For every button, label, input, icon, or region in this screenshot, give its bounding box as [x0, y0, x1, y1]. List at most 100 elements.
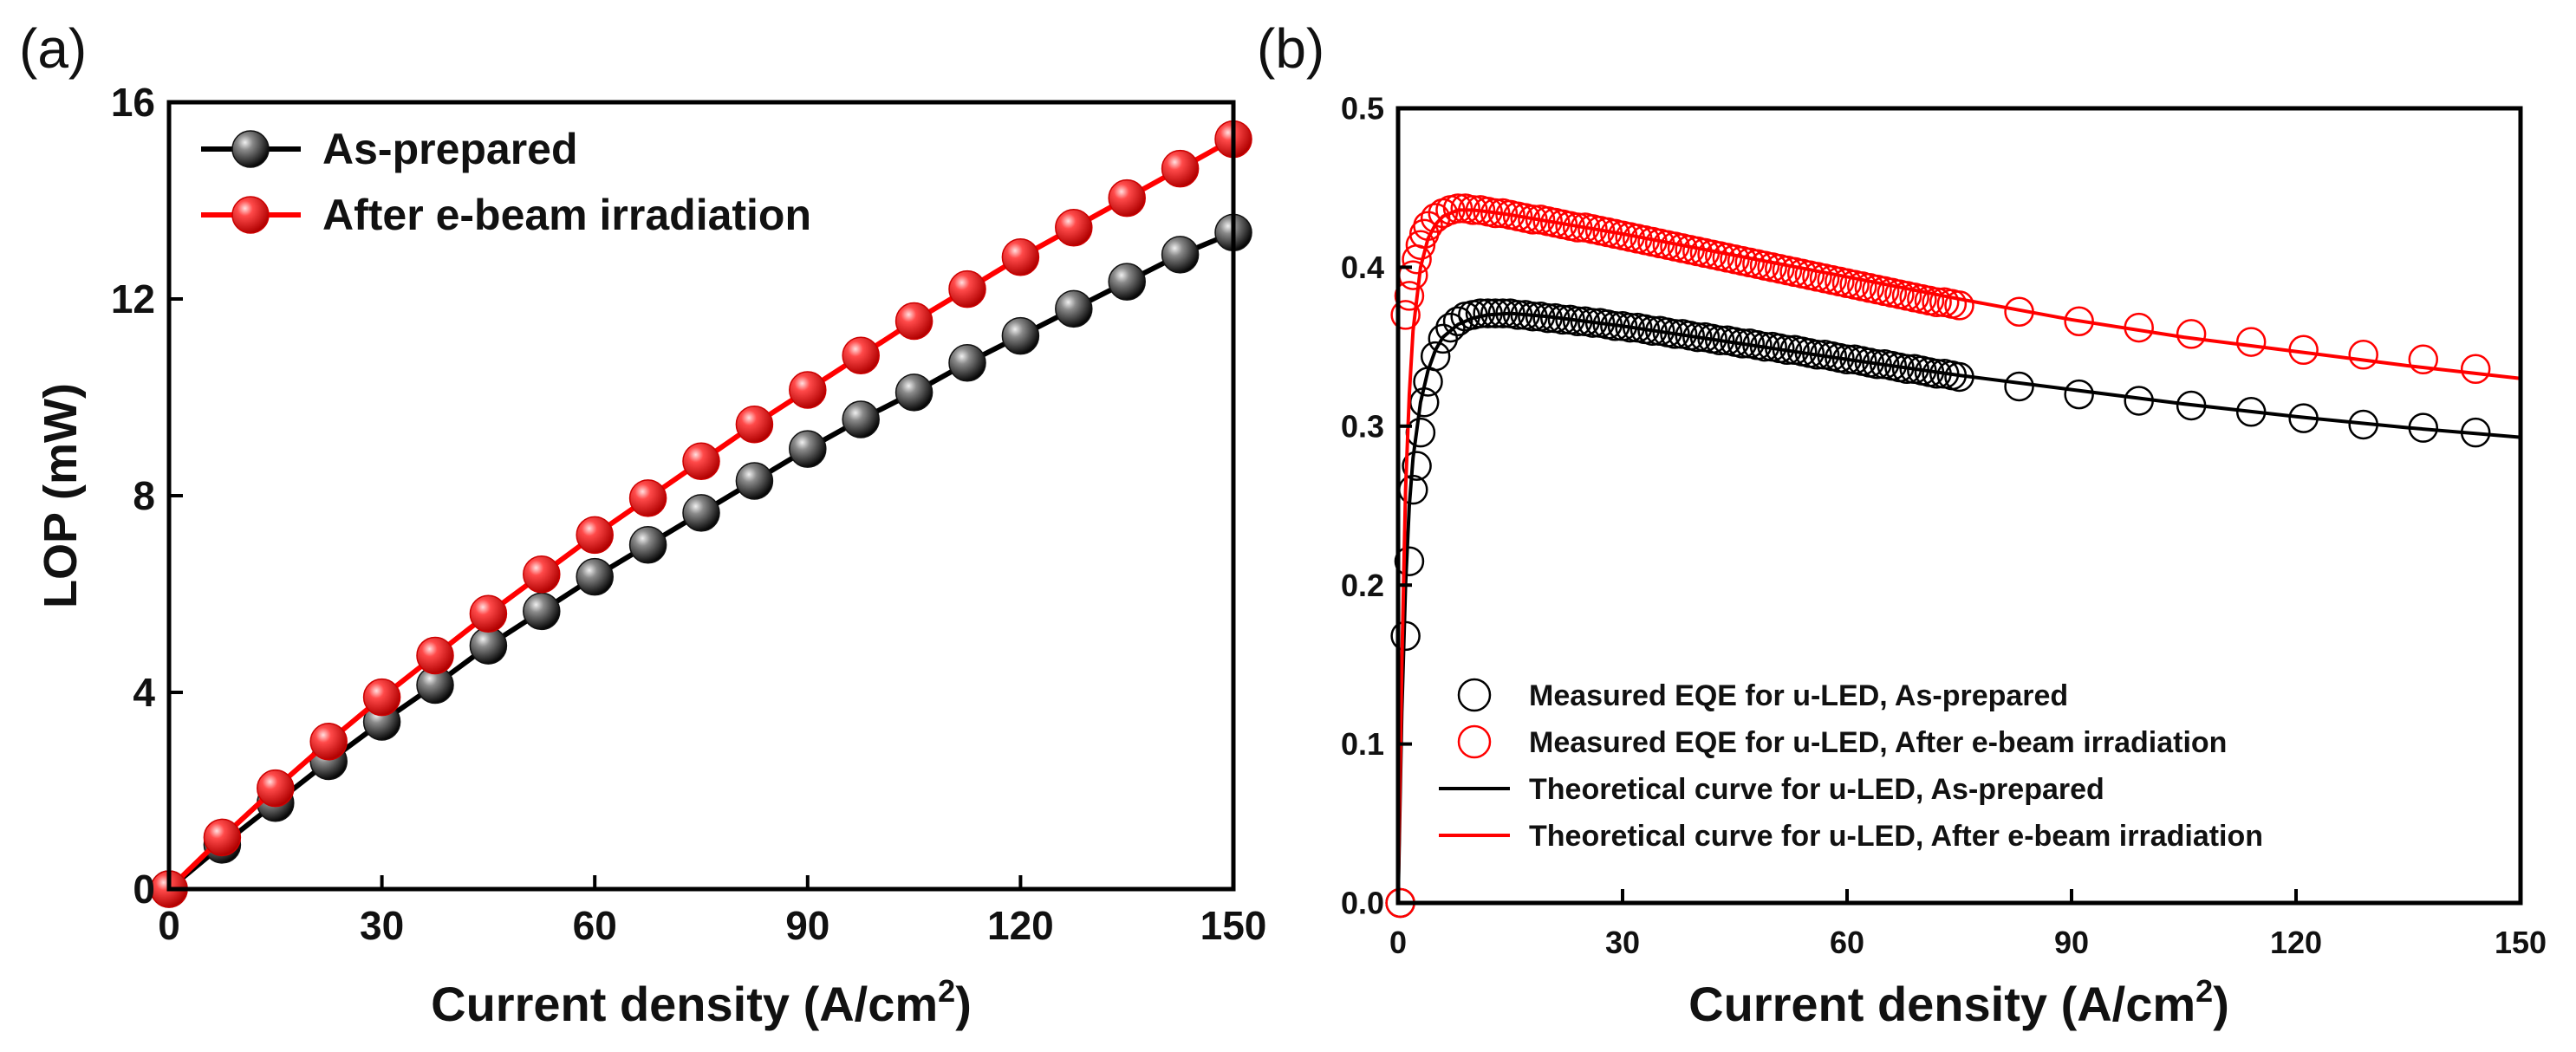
panel-b-plot-frame	[1395, 106, 2523, 906]
panel-b-legend: Measured EQE for u-LED, As-prepared Measu…	[1439, 678, 2263, 853]
panel-a-data-point	[842, 336, 880, 375]
panel-a-legend-marker	[231, 196, 270, 234]
panel-b-legend-label: Measured EQE for u-LED, After e-beam irr…	[1529, 726, 2227, 759]
panel-a-x-axis-title-close: )	[955, 977, 972, 1031]
panel-b-data-point	[1394, 546, 1425, 576]
panel-b-y-tick-label: 0.3	[1341, 408, 1384, 444]
panel-b-data-point	[1402, 451, 1432, 481]
panel-b-data-point	[2064, 379, 2094, 410]
panel-a-data-point	[1001, 238, 1040, 276]
panel-b-data-point	[1660, 319, 1690, 349]
panel-b-series-2	[1396, 311, 2521, 904]
panel-b-y-tick-label: 0.0	[1341, 886, 1384, 921]
panel-b-legend-label: Theoretical curve for u-LED, After e-bea…	[1529, 820, 2263, 853]
panel-a-data-point	[1108, 263, 1146, 301]
panel-b-x-tick-label: 150	[2495, 925, 2547, 960]
panel-a-x-axis-title-base: Current density (A/cm	[431, 977, 938, 1031]
panel-a-data-point	[628, 526, 667, 564]
panel-a-data-point	[1161, 236, 1200, 274]
panel-a-x-tick-label: 90	[785, 903, 829, 948]
panel-a-data-point	[735, 405, 774, 444]
panel-b-data-point	[2460, 354, 2491, 385]
panel-a-legend: As-prepared After e-beam irradiation	[201, 125, 811, 239]
panel-b-theoretical-line	[1396, 208, 2521, 904]
panel-a-data-point	[576, 516, 614, 555]
panel-a-data-point	[469, 594, 508, 633]
panel-a-data-point	[309, 723, 348, 761]
panel-a-data-point	[682, 494, 720, 532]
panel-a-ticks: 0 30 60 90 120 150 0 4 8 12 16	[111, 80, 1267, 948]
panel-b-data-point	[1405, 230, 1436, 260]
panel-a-series-line	[167, 230, 1235, 892]
chart-panel-a: 0 30 60 90 120 150 0 4 8 12 16 As-prepared After e-…	[35, 80, 1266, 1031]
panel-b-x-axis-title: Current density (A/cm2)	[1688, 973, 2229, 1031]
panel-b-legend-label: Theoretical curve for u-LED, As-prepared	[1529, 773, 2104, 806]
panel-b-data-point	[1420, 341, 1451, 372]
panel-a-legend-label: After e-beam irradiation	[322, 191, 811, 239]
panel-b-data-point	[2176, 319, 2207, 349]
panel-a-data-point	[576, 557, 614, 596]
panel-a-data-point	[416, 636, 454, 675]
panel-a-data-point	[894, 302, 933, 341]
panel-a-data-point	[1001, 316, 1040, 355]
panel-b-y-tick-label: 0.4	[1341, 250, 1384, 285]
panel-a-data-point	[1055, 289, 1093, 328]
panel-b-x-axis-title-sup: 2	[2195, 973, 2213, 1009]
panel-b-x-tick-label: 0	[1389, 925, 1407, 960]
panel-b-series-layer	[1385, 193, 2521, 919]
panel-a-data-point	[948, 344, 986, 382]
panel-a-x-tick-label: 120	[987, 903, 1054, 948]
panel-a-data-point	[948, 269, 986, 308]
panel-b-data-point	[1682, 321, 1713, 353]
panel-b-series-1	[1385, 193, 2491, 919]
panel-b-y-tick-label: 0.2	[1341, 568, 1384, 603]
panel-b-x-axis-title-base: Current density (A/cm	[1688, 977, 2195, 1031]
panel-a-series-0	[150, 213, 1252, 908]
panel-a-data-point	[1055, 208, 1093, 247]
panel-a-x-tick-label: 30	[360, 903, 404, 948]
panel-b-ticks: 0 30 60 90 120 150 0.0 0.1 0.2 0.3 0.4 0.5	[1341, 91, 2547, 960]
panel-b-x-tick-label: 90	[2054, 925, 2089, 960]
panel-a-data-point	[362, 678, 401, 717]
panel-a-data-point	[257, 769, 295, 808]
panel-a-data-point	[523, 555, 561, 594]
panel-b-x-tick-label: 30	[1605, 925, 1640, 960]
panel-b-legend-marker	[1457, 724, 1492, 759]
panel-a-y-tick-label: 4	[133, 670, 155, 715]
panel-a-data-point	[789, 430, 827, 468]
panel-b-data-point	[2408, 344, 2439, 375]
panel-b-data-point	[1435, 312, 1466, 343]
panel-b-series-3	[1396, 208, 2521, 904]
panel-a-label: (a)	[19, 17, 87, 80]
panel-a-x-axis-title-sup: 2	[938, 973, 955, 1009]
panel-b-x-tick-label: 120	[2270, 925, 2322, 960]
panel-b-data-point	[2004, 371, 2034, 402]
panel-a-y-tick-label: 0	[133, 867, 155, 912]
panel-a-data-point	[682, 442, 720, 481]
panel-a-data-point	[628, 479, 667, 517]
panel-b-data-point	[1944, 290, 1974, 321]
panel-a-x-tick-label: 60	[573, 903, 617, 948]
panel-b-y-tick-label: 0.1	[1341, 726, 1384, 762]
panel-a-y-axis-title: LOP (mW)	[35, 383, 87, 608]
panel-b-label: (b)	[1257, 17, 1324, 80]
panel-a-x-tick-label: 150	[1200, 903, 1267, 948]
panel-a-y-tick-label: 12	[111, 276, 155, 321]
panel-b-data-point	[1390, 300, 1421, 330]
panel-a-data-point	[1108, 179, 1146, 218]
panel-b-x-tick-label: 60	[1830, 925, 1864, 960]
panel-a-y-tick-label: 16	[111, 80, 155, 125]
panel-b-data-point	[1405, 417, 1436, 448]
panel-a-data-point	[789, 371, 827, 409]
panel-a-data-point	[735, 462, 774, 500]
panel-b-legend-label: Measured EQE for u-LED, As-prepared	[1529, 679, 2068, 712]
panel-b-data-point	[1704, 325, 1735, 356]
chart-panel-b: 0 30 60 90 120 150 0.0 0.1 0.2 0.3 0.4 0.5 Measured…	[1341, 91, 2547, 1031]
panel-a-x-tick-label: 0	[158, 903, 180, 948]
panel-a-x-axis-title: Current density (A/cm2)	[431, 973, 972, 1031]
panel-a-data-point	[842, 400, 880, 438]
panel-a-data-point	[894, 373, 933, 412]
panel-b-y-tick-label: 0.5	[1341, 91, 1384, 127]
panel-a-data-point	[469, 627, 508, 665]
panel-a-data-point	[523, 592, 561, 631]
